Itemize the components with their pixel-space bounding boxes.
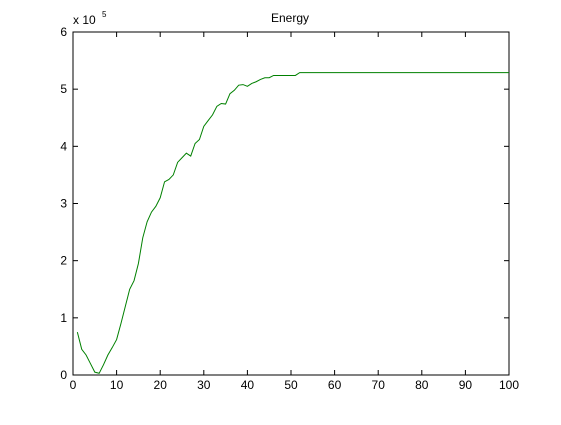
x-tick-label: 40 <box>241 378 255 392</box>
x-tick-label: 100 <box>499 378 519 392</box>
y-tick-label: 6 <box>60 25 67 39</box>
x-tick-label: 30 <box>197 378 211 392</box>
x-tick-label: 0 <box>70 378 77 392</box>
plot-area-frame <box>72 31 510 376</box>
x-tick-label: 50 <box>284 378 298 392</box>
x-tick-label: 90 <box>459 378 473 392</box>
x-tick-label: 60 <box>328 378 342 392</box>
x-tick-label: 80 <box>415 378 429 392</box>
x-tick-label: 20 <box>154 378 168 392</box>
y-tick-label: 0 <box>60 368 67 382</box>
y-tick-label: 1 <box>60 311 67 325</box>
y-tick-label: 4 <box>60 139 67 153</box>
y-tick-label: 3 <box>60 197 67 211</box>
y-axis-multiplier: x 10 <box>73 13 96 27</box>
energy-series-line <box>76 72 509 374</box>
x-tick-label: 70 <box>372 378 386 392</box>
y-tick-label: 2 <box>60 254 67 268</box>
y-tick-label: 5 <box>60 82 67 96</box>
x-tick-label: 10 <box>110 378 124 392</box>
chart-title: Energy <box>271 11 309 25</box>
x-axis: 0 10 20 30 40 50 60 70 80 90 100 <box>70 32 519 392</box>
y-axis-multiplier-exponent: 5 <box>102 10 107 19</box>
y-axis: 0 1 2 3 4 5 6 <box>60 25 509 382</box>
